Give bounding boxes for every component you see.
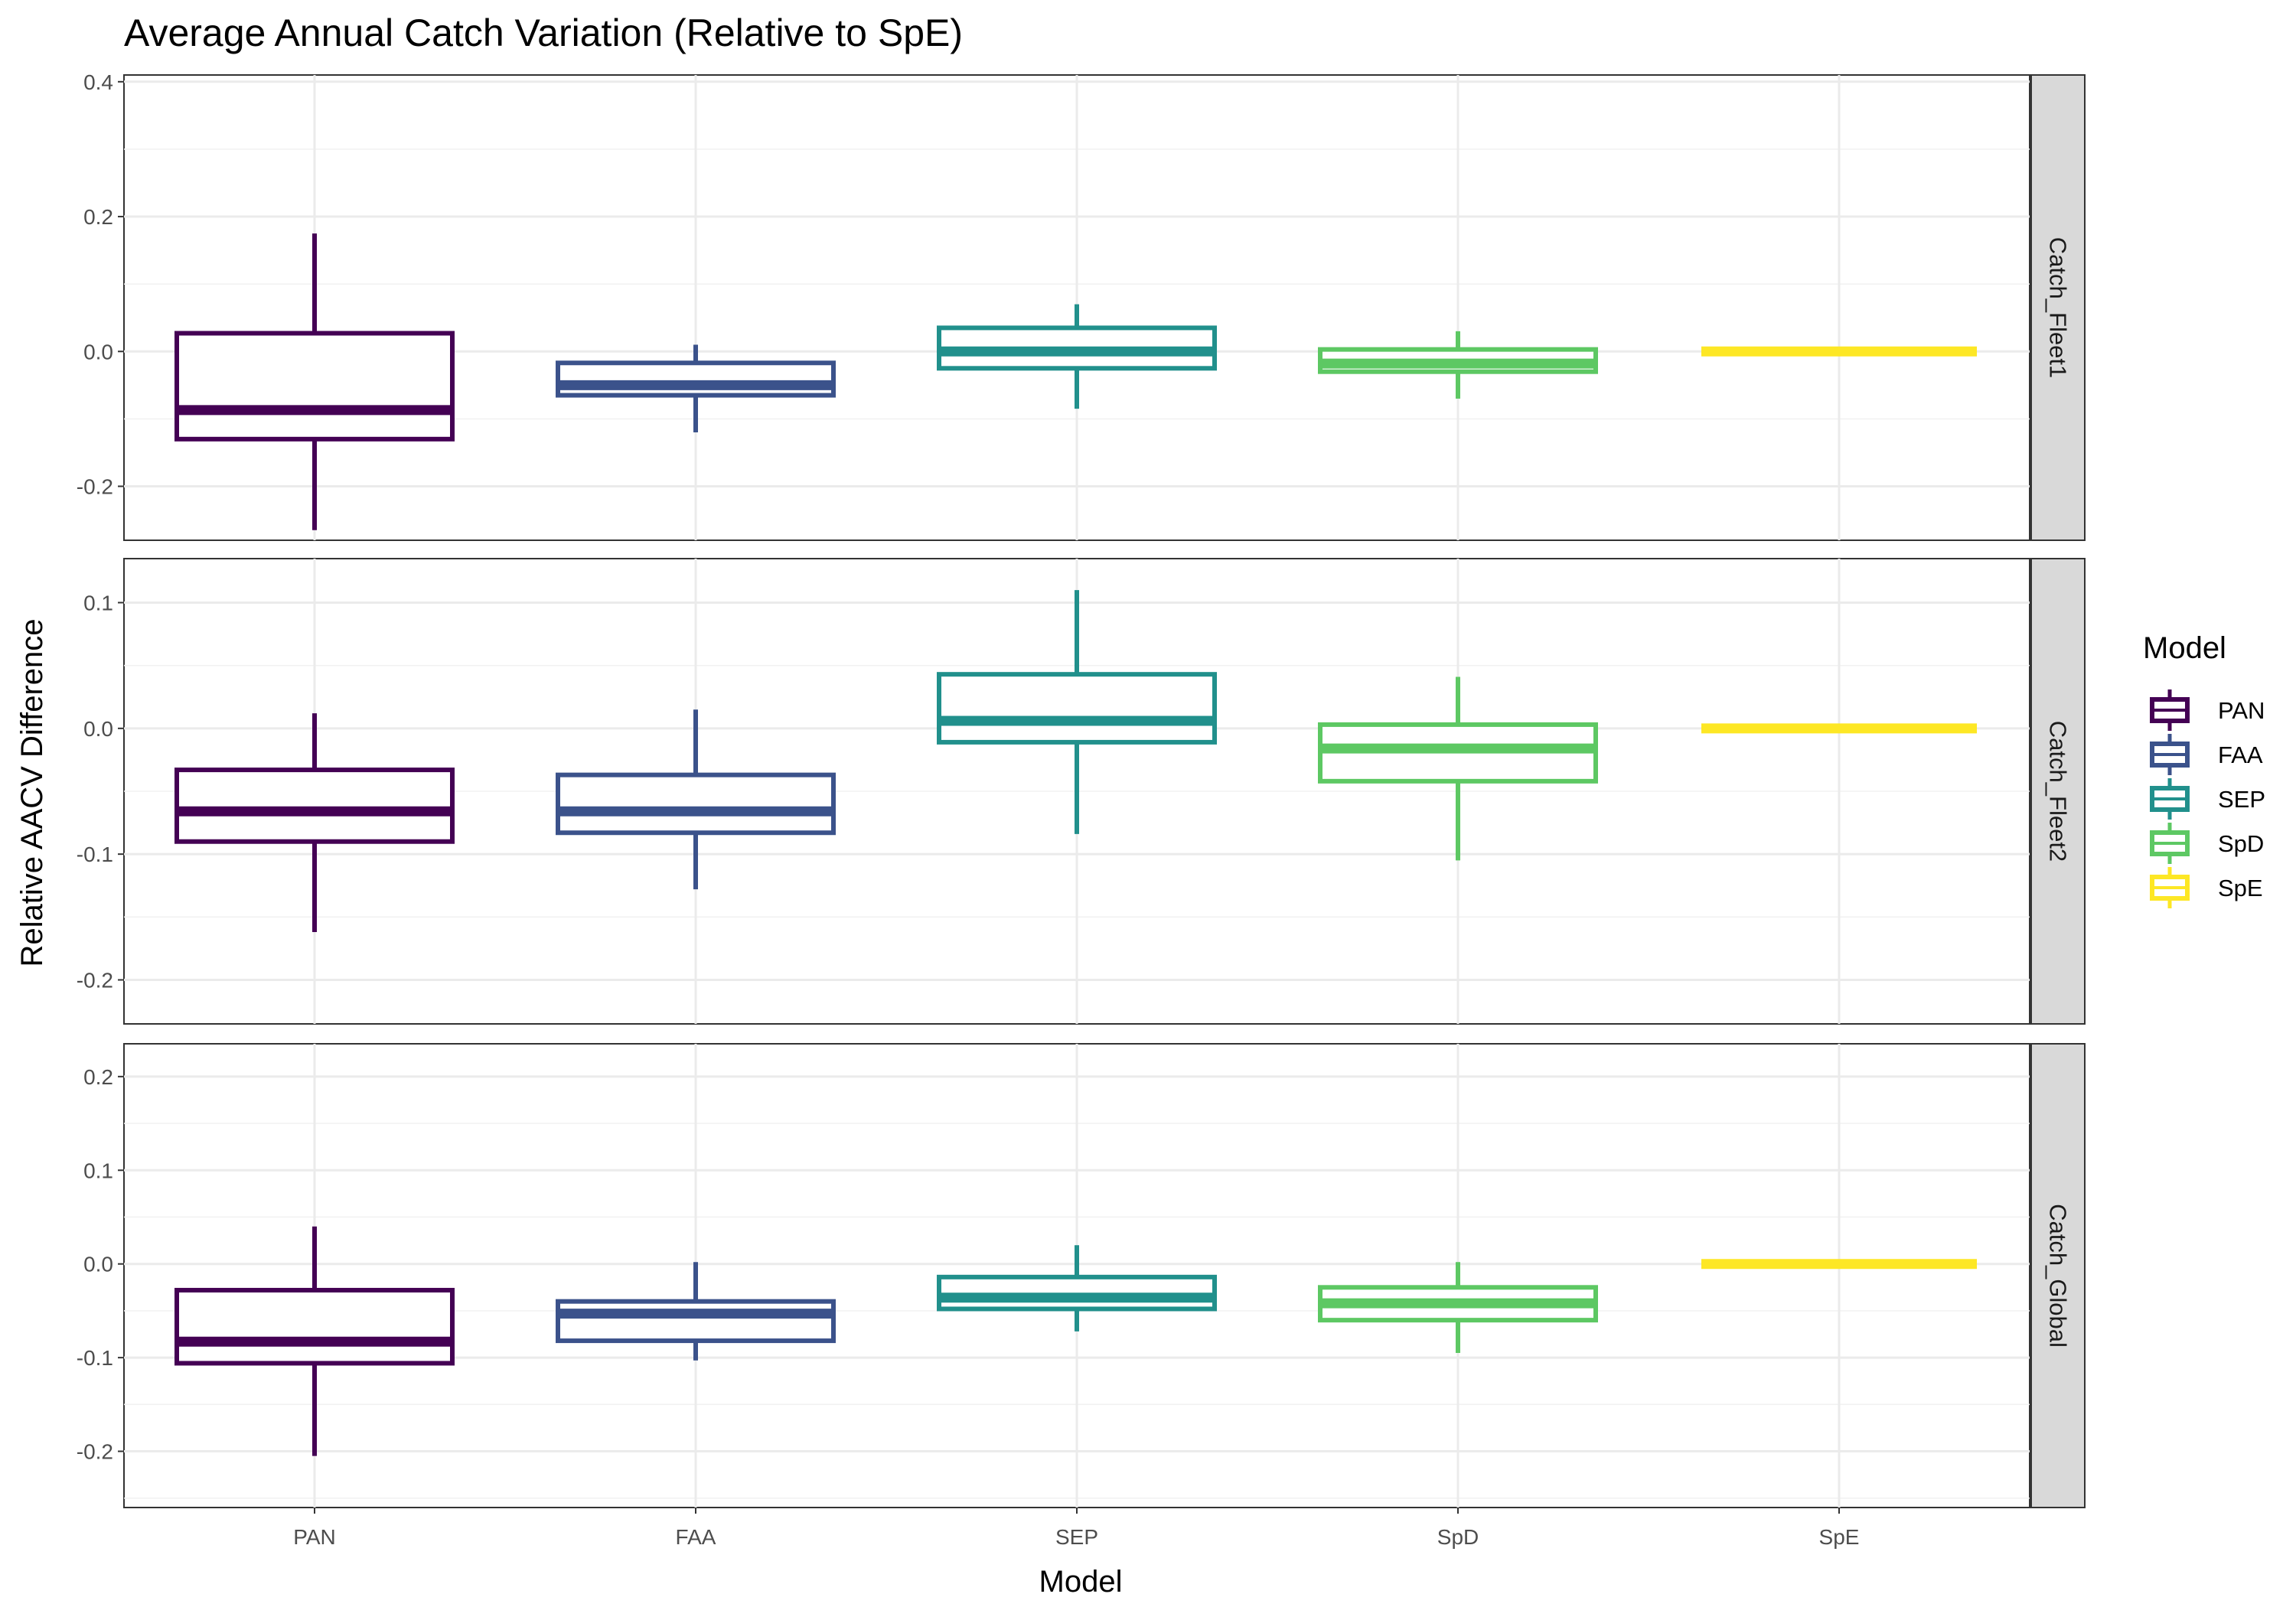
box-pan [174, 1226, 455, 1456]
y-tick-label: 0.2 [83, 205, 113, 229]
y-tick-label: 0.4 [83, 70, 113, 94]
box-faa [556, 709, 836, 890]
facet-strip [2030, 74, 2086, 541]
box-faa [556, 344, 836, 433]
y-tick-label: -0.1 [77, 843, 113, 866]
legend-label: PAN [2218, 697, 2265, 724]
x-tick-label: SpE [1819, 1525, 1860, 1549]
box-spd [1318, 331, 1598, 399]
y-tick-label: -0.2 [77, 968, 113, 992]
facet-panels: -0.2 0.0 0.2 0.4 Catch_Fleet1 -0.2 -0.1 0.0 0.1 C… [77, 70, 2086, 1508]
facet-panel-catch-fleet2: -0.2 -0.1 0.0 0.1 Catch_Fleet2 [77, 558, 2086, 1025]
box-iqr [556, 1299, 836, 1344]
legend-label: SpD [2218, 830, 2264, 857]
box-iqr [174, 1287, 455, 1366]
x-axis: PAN FAA SEP SpD SpE [293, 1508, 1859, 1549]
legend: Model PAN FAA SEP SpD SpE [2143, 631, 2265, 908]
legend-item-pan: PAN [2150, 689, 2265, 731]
x-tick-label: SEP [1055, 1525, 1098, 1549]
x-tick-label: FAA [676, 1525, 716, 1549]
box-sep [937, 304, 1217, 409]
facet-strip-label: Catch_Global [2045, 1204, 2072, 1348]
legend-item-sep: SEP [2150, 778, 2265, 820]
box-sep [937, 1245, 1217, 1332]
box-sep [937, 590, 1217, 834]
facet-panel-catch-global: -0.2 -0.1 0.0 0.1 0.2 Catch_Global [77, 1043, 2086, 1508]
y-tick-label: 0.0 [83, 717, 113, 741]
legend-label: SEP [2218, 786, 2265, 813]
x-tick-label: SpD [1437, 1525, 1479, 1549]
legend-label: SpE [2218, 875, 2263, 901]
y-tick-label: 0.0 [83, 1253, 113, 1276]
facet-panel-catch-fleet1: -0.2 0.0 0.2 0.4 Catch_Fleet1 [77, 70, 2086, 541]
facet-strip-label: Catch_Fleet2 [2045, 721, 2072, 862]
y-axis-title: Relative AACV Difference [15, 618, 49, 966]
box-iqr [937, 672, 1217, 745]
y-tick-label: -0.2 [77, 1440, 113, 1464]
facet-strip-label: Catch_Fleet1 [2045, 237, 2072, 378]
box-iqr [174, 768, 455, 844]
box-iqr [556, 360, 836, 398]
box-pan [174, 233, 455, 530]
legend-title: Model [2143, 631, 2226, 665]
x-tick-label: PAN [293, 1525, 336, 1549]
y-tick-label: 0.2 [83, 1065, 113, 1089]
box-faa [556, 1262, 836, 1361]
box-spd [1318, 676, 1598, 861]
legend-item-spd: SpD [2150, 823, 2264, 864]
box-iqr [556, 772, 836, 836]
facet-strip [2030, 1043, 2086, 1508]
chart-title: Average Annual Catch Variation (Relative… [124, 11, 963, 54]
legend-item-spe: SpE [2150, 867, 2263, 908]
y-tick-label: -0.2 [77, 475, 113, 499]
legend-item-faa: FAA [2150, 734, 2263, 775]
y-tick-label: 0.0 [83, 340, 113, 363]
y-tick-label: 0.1 [83, 592, 113, 615]
legend-label: FAA [2218, 742, 2263, 768]
y-tick-label: -0.1 [77, 1346, 113, 1370]
x-axis-title: Model [1039, 1565, 1123, 1599]
box-spd [1318, 1262, 1598, 1353]
box-iqr [174, 331, 455, 442]
box-pan [174, 713, 455, 933]
facet-strip [2030, 558, 2086, 1025]
y-tick-label: 0.1 [83, 1159, 113, 1182]
